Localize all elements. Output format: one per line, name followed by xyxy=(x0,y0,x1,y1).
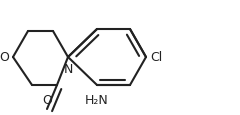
Text: O: O xyxy=(0,51,9,64)
Text: H₂N: H₂N xyxy=(85,93,109,106)
Text: N: N xyxy=(63,62,73,75)
Text: O: O xyxy=(42,93,52,106)
Text: Cl: Cl xyxy=(150,51,162,64)
